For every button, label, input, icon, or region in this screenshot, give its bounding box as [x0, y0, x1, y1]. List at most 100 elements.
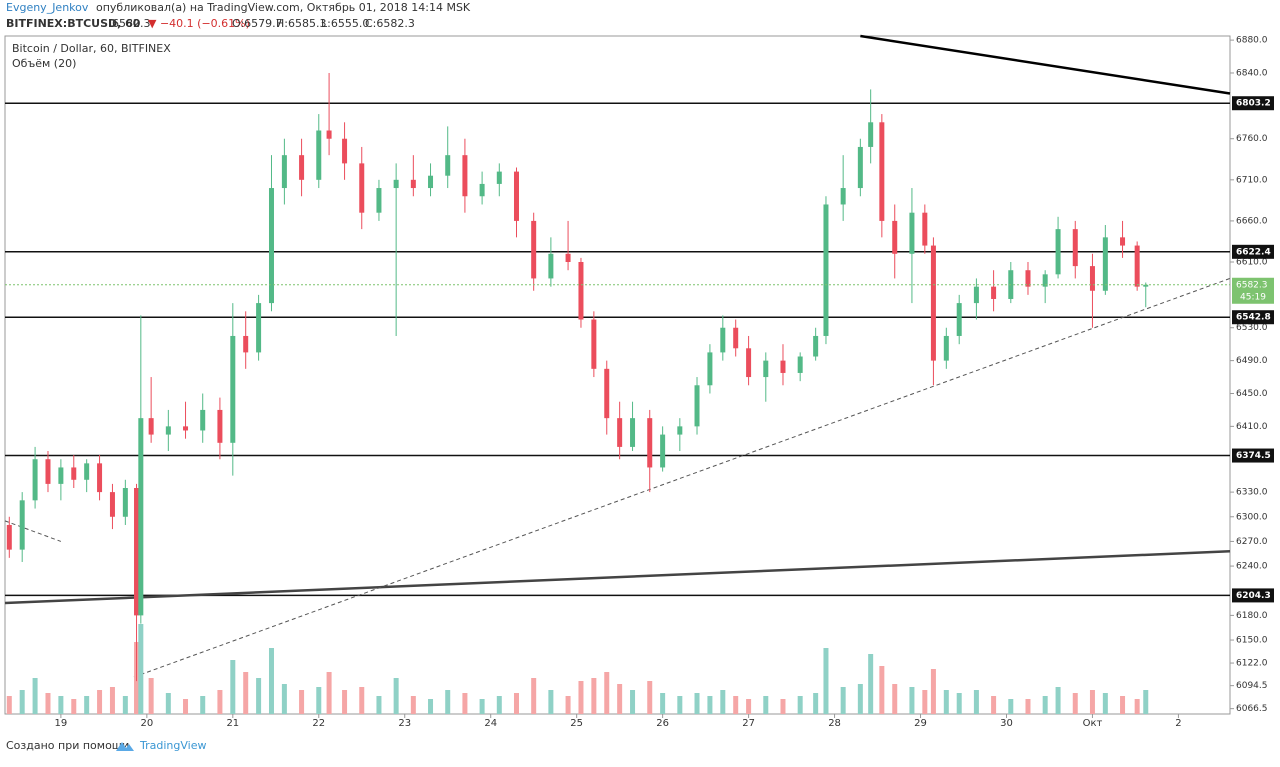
y-tick-label: 6150.0	[1236, 636, 1268, 646]
volume-bar	[342, 690, 348, 714]
volume-bar	[746, 699, 752, 714]
candle-body	[707, 352, 713, 386]
trend-line	[860, 34, 1231, 95]
volume-bar	[19, 690, 25, 714]
level-label: 6803.2	[1236, 99, 1271, 109]
volume-bar	[647, 681, 653, 714]
volume-bar	[909, 687, 915, 714]
candle-body	[268, 188, 274, 304]
candle-body	[840, 188, 846, 205]
volume-bar	[857, 684, 863, 714]
candle-body	[956, 303, 962, 336]
x-tick-label: 23	[398, 718, 411, 729]
volume-bar	[84, 696, 90, 714]
volume-bar	[604, 672, 610, 714]
volume-bar	[45, 693, 51, 714]
volume-bar	[1072, 693, 1078, 714]
candle-body	[797, 356, 803, 373]
volume-bar	[823, 648, 829, 714]
candle-body	[19, 500, 25, 550]
candle-body	[647, 418, 653, 468]
volume-bar	[565, 696, 571, 714]
volume-bar	[630, 690, 636, 714]
y-tick-label: 6066.5	[1236, 704, 1268, 714]
candle-body	[857, 146, 863, 189]
candle-body	[630, 418, 636, 447]
candle-body	[746, 348, 752, 378]
countdown: 45:19	[1240, 292, 1266, 302]
candle-body	[1025, 270, 1031, 287]
volume-bar	[973, 690, 979, 714]
x-tick-label: 24	[484, 718, 497, 729]
candle-body	[1055, 229, 1061, 275]
candle-body	[1134, 245, 1140, 287]
candle-body	[565, 253, 571, 262]
candle-body	[445, 155, 451, 176]
candle-body	[428, 175, 434, 189]
y-tick-label: 6300.0	[1236, 512, 1268, 522]
candle-body	[32, 459, 38, 501]
candle-body	[138, 418, 144, 616]
candle-body	[531, 220, 537, 279]
volume-bar	[165, 693, 171, 714]
candle-body	[763, 360, 769, 378]
y-tick-label: 6410.0	[1236, 422, 1268, 432]
candle-body	[71, 467, 77, 480]
volume-bar	[1042, 696, 1048, 714]
candle-body	[281, 155, 287, 189]
volume-bar	[316, 687, 322, 714]
y-tick-label: 6530.0	[1236, 323, 1268, 333]
level-tag	[1232, 310, 1274, 325]
level-tag	[1232, 96, 1274, 111]
volume-bar	[868, 654, 874, 714]
published: опубликовал(а) на TradingView.com, Октяб…	[96, 1, 471, 14]
x-tick-label: 29	[914, 718, 927, 729]
candle-body	[578, 262, 584, 320]
candle-body	[45, 459, 51, 484]
candle-body	[991, 286, 997, 299]
candle-body	[733, 327, 739, 349]
volume-bar	[97, 690, 103, 714]
volume-bar	[707, 696, 713, 714]
footer-brand[interactable]: TradingView	[139, 739, 206, 752]
candle-body	[892, 220, 898, 254]
volume-bar	[256, 678, 262, 714]
candle-body	[58, 467, 64, 484]
chart-title: Bitcoin / Dollar, 60, BITFINEX	[12, 42, 171, 55]
volume-bar	[1055, 687, 1061, 714]
y-tick-label: 6710.0	[1236, 175, 1268, 185]
volume-bar	[243, 672, 249, 714]
x-tick-label: 21	[226, 718, 239, 729]
chart-subtitle: Объём (20)	[12, 57, 76, 70]
volume-bar	[479, 699, 485, 714]
volume-bar	[1089, 690, 1095, 714]
candle-body	[617, 418, 623, 447]
volume-bar	[138, 624, 144, 714]
volume-bar	[930, 669, 936, 714]
y-tick-label: 6122.0	[1236, 659, 1268, 669]
candle-body	[84, 463, 90, 480]
candle-body	[376, 188, 382, 213]
volume-bar	[720, 690, 726, 714]
volume-bar	[299, 690, 305, 714]
volume-bar	[617, 684, 623, 714]
close: C:6582.3	[365, 17, 415, 30]
x-tick-label: 2	[1175, 718, 1181, 729]
volume-bar	[359, 687, 365, 714]
low: L:6555.0	[321, 17, 369, 30]
volume-bar	[1120, 696, 1126, 714]
candle-body	[1143, 284, 1149, 287]
candle-body	[879, 122, 885, 221]
x-tick-label: 20	[140, 718, 153, 729]
volume-bar	[32, 678, 38, 714]
volume-bar	[410, 696, 416, 714]
candle-body	[591, 319, 597, 369]
volume-bar	[268, 648, 274, 714]
author[interactable]: Evgeny_Jenkov	[6, 1, 89, 14]
candle-body	[148, 418, 154, 435]
x-tick-label: 25	[570, 718, 583, 729]
volume-bar	[496, 696, 502, 714]
volume-bar	[922, 690, 928, 714]
volume-bar	[694, 693, 700, 714]
